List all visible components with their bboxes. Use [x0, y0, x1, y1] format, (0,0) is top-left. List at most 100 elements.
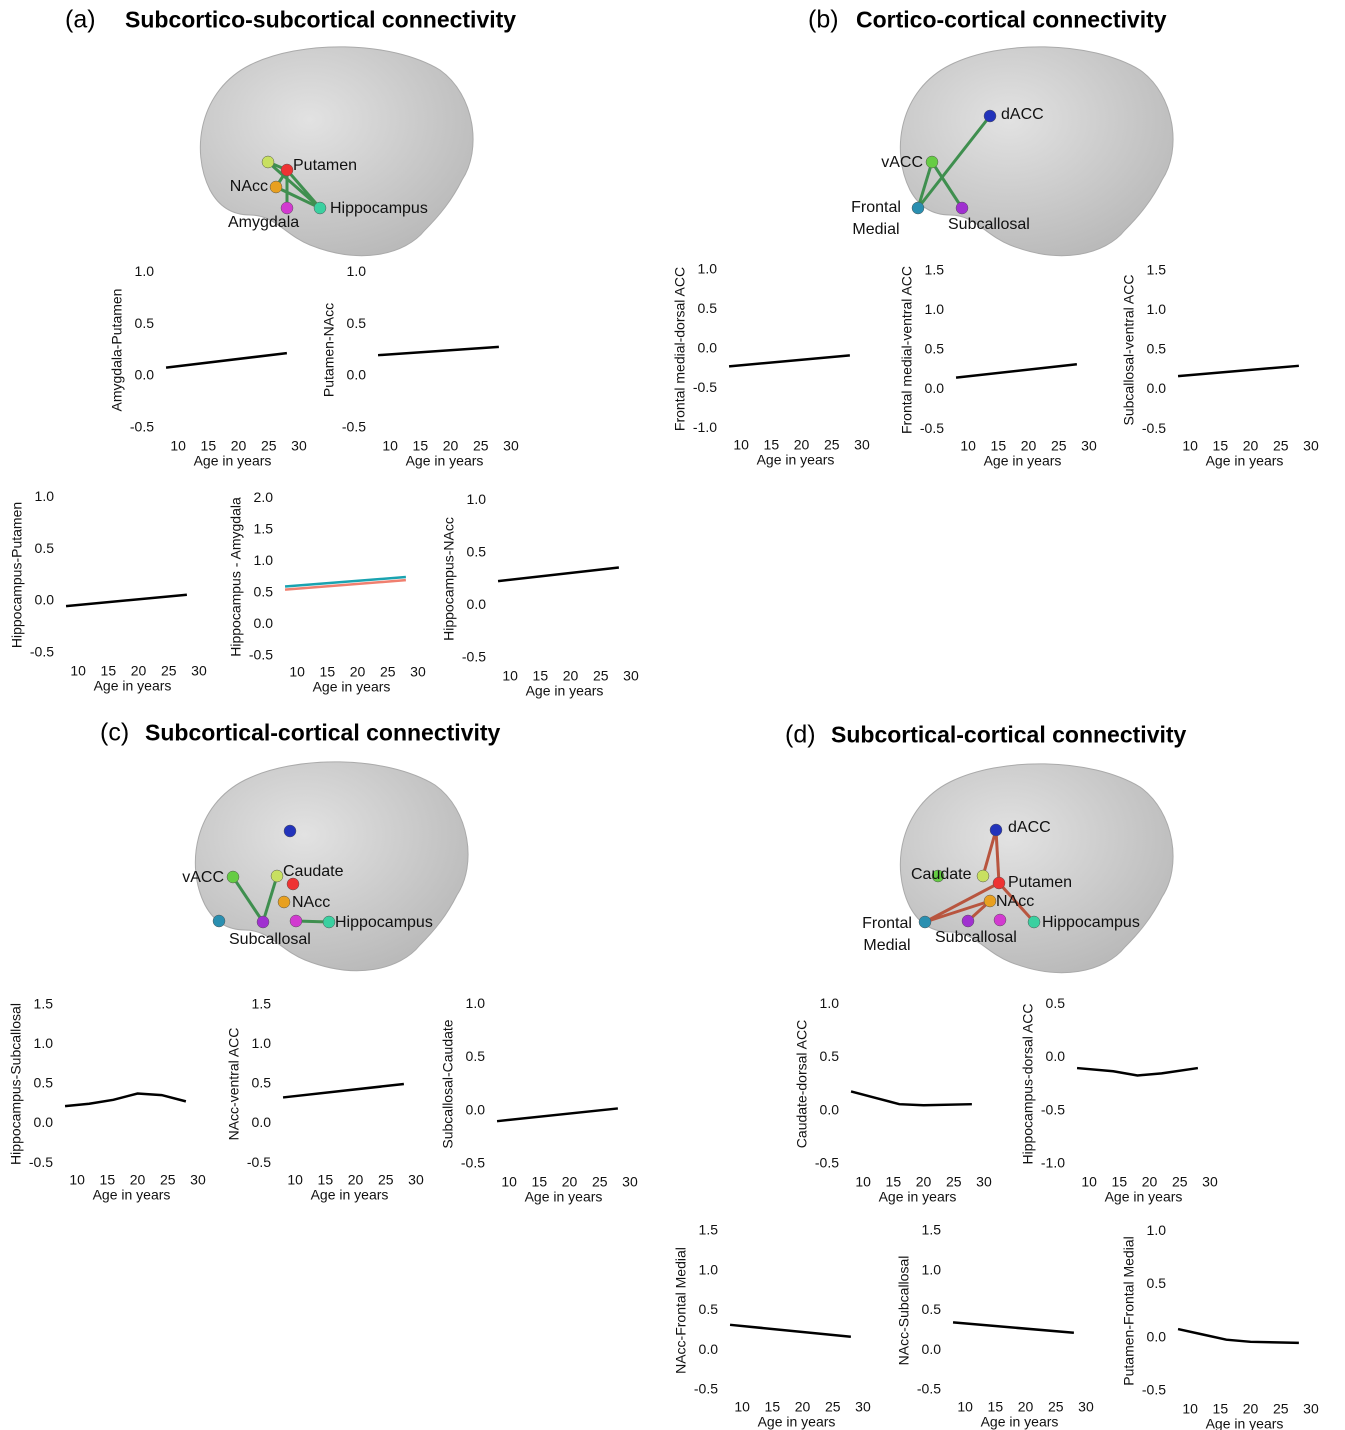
- node-label: Frontal Medial: [851, 199, 901, 238]
- x-tick-label: 10: [1182, 1401, 1198, 1417]
- node-label: NAcc: [996, 893, 1035, 910]
- y-axis-label: Hippocampus-Putamen: [9, 502, 25, 648]
- y-axis-label: Hippocampus - Amygdala: [228, 497, 244, 657]
- y-tick-label: 1.0: [35, 488, 55, 504]
- node: [313, 201, 327, 215]
- x-axis-label: Age in years: [311, 1187, 389, 1203]
- node: [918, 915, 932, 929]
- y-axis-label: NAcc-ventral ACC: [226, 1028, 242, 1141]
- x-tick-label: 30: [503, 438, 519, 454]
- fit-line: [729, 1323, 851, 1338]
- node-label: Subcallosal: [935, 929, 1017, 946]
- y-tick-label: 1.0: [699, 1261, 719, 1277]
- node: [256, 915, 270, 929]
- x-tick-label: 30: [855, 1399, 871, 1415]
- y-tick-label: 0.5: [1046, 995, 1066, 1011]
- fit-line: [65, 593, 187, 608]
- node-label: Subcallosal: [229, 931, 311, 948]
- y-tick-label: 1.0: [925, 301, 945, 317]
- y-tick-label: 1.5: [925, 262, 945, 278]
- x-tick-label: 15: [533, 668, 549, 684]
- y-tick-label: 0.5: [922, 1301, 942, 1317]
- connection: [994, 829, 1001, 884]
- y-tick-label: 1.0: [466, 995, 486, 1011]
- x-tick-label: 25: [824, 437, 840, 453]
- fit-line: [1177, 364, 1299, 378]
- y-tick-label: 0.5: [1147, 341, 1167, 357]
- x-tick-label: 10: [733, 437, 749, 453]
- x-tick-label: 15: [765, 1399, 781, 1415]
- fit-line: [377, 345, 499, 357]
- fit-line: [1177, 1327, 1299, 1345]
- x-tick-label: 10: [502, 668, 518, 684]
- panel-title: Cortico-cortical connectivity: [856, 6, 1167, 33]
- x-tick-label: 15: [991, 438, 1007, 454]
- x-tick-label: 20: [562, 1174, 578, 1190]
- fit-line: [850, 1090, 972, 1107]
- y-tick-label: 0.5: [347, 315, 367, 331]
- x-tick-label: 10: [960, 438, 976, 454]
- x-tick-label: 25: [160, 1172, 176, 1188]
- y-tick-label: 1.0: [1147, 301, 1167, 317]
- x-axis-label: Age in years: [526, 683, 604, 699]
- panel-title: Subcortical-cortical connectivity: [831, 721, 1187, 748]
- x-tick-label: 20: [794, 437, 810, 453]
- connection: [924, 881, 1000, 924]
- connection: [285, 169, 322, 209]
- y-tick-label: -0.5: [130, 419, 154, 435]
- node: [270, 869, 284, 883]
- y-tick-label: -0.5: [693, 379, 717, 395]
- y-tick-label: 0.5: [820, 1048, 840, 1064]
- y-tick-label: 1.5: [1147, 262, 1167, 278]
- node: [955, 201, 969, 215]
- y-tick-label: 1.5: [922, 1222, 942, 1238]
- node-label: Putamen: [293, 157, 358, 174]
- fit-line: [64, 1092, 187, 1108]
- y-tick-label: -0.5: [815, 1154, 839, 1170]
- y-tick-label: 1.0: [347, 263, 367, 279]
- node: [283, 824, 297, 838]
- y-tick-label: 0.5: [699, 1301, 719, 1317]
- x-tick-label: 20: [916, 1174, 932, 1190]
- x-tick-label: 15: [988, 1399, 1004, 1415]
- node: [1027, 915, 1041, 929]
- y-tick-label: 1.0: [1147, 1222, 1167, 1238]
- y-axis-label: Hippocampus-dorsal ACC: [1020, 1003, 1036, 1164]
- x-tick-label: 25: [593, 668, 609, 684]
- y-tick-label: 0.0: [698, 340, 718, 356]
- y-axis-label: NAcc-Frontal Medial: [673, 1247, 689, 1374]
- panel-label: (b): [808, 5, 839, 34]
- node: [911, 201, 925, 215]
- fit-line: [955, 362, 1078, 379]
- y-tick-label: 0.0: [820, 1101, 840, 1117]
- node-label: Hippocampus: [1042, 914, 1140, 931]
- x-axis-label: Age in years: [984, 453, 1062, 469]
- panel-title: Subcortical-cortical connectivity: [145, 719, 501, 746]
- node-label: Putamen: [1008, 874, 1073, 891]
- y-axis-label: Amygdala-Putamen: [109, 289, 125, 412]
- node: [286, 877, 300, 891]
- y-tick-label: 2.0: [254, 489, 274, 505]
- x-axis-label: Age in years: [93, 1187, 171, 1203]
- node: [226, 870, 240, 884]
- y-axis-label: Frontal medial-dorsal ACC: [672, 267, 688, 431]
- y-tick-label: -0.5: [1142, 420, 1166, 436]
- x-tick-label: 10: [170, 438, 186, 454]
- node: [269, 180, 283, 194]
- y-tick-label: 0.5: [252, 1075, 272, 1091]
- panel-label: (d): [785, 720, 816, 749]
- x-tick-label: 10: [69, 1172, 85, 1188]
- x-tick-label: 20: [131, 663, 147, 679]
- y-tick-label: 0.5: [35, 540, 55, 556]
- x-tick-label: 15: [318, 1172, 334, 1188]
- x-tick-label: 15: [320, 664, 336, 680]
- x-axis-label: Age in years: [525, 1189, 603, 1205]
- node: [212, 914, 226, 928]
- x-tick-label: 15: [201, 438, 217, 454]
- x-axis-label: Age in years: [981, 1414, 1059, 1430]
- x-tick-label: 30: [623, 668, 639, 684]
- x-tick-label: 30: [622, 1174, 638, 1190]
- x-tick-label: 25: [1273, 1401, 1289, 1417]
- node: [280, 201, 294, 215]
